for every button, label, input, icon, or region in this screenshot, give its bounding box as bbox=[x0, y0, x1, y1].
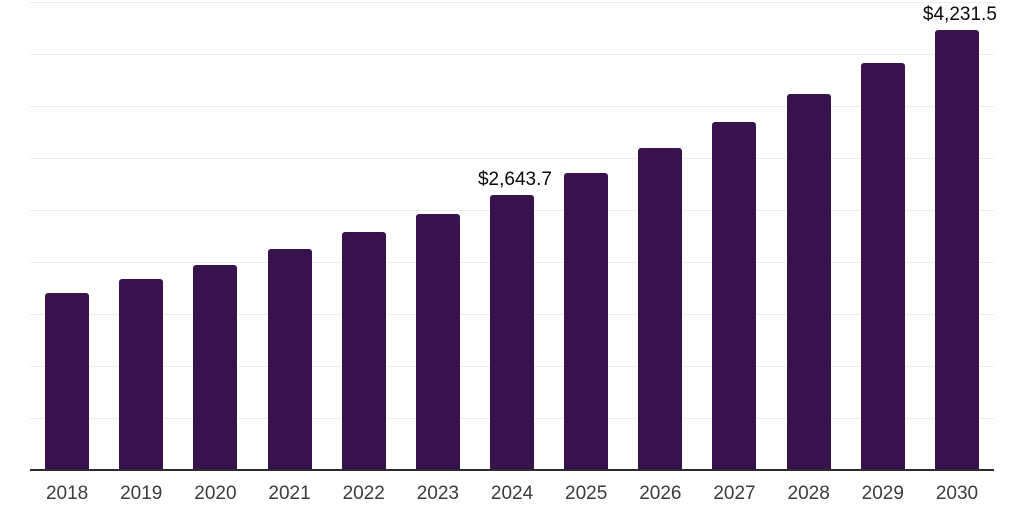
x-tick-label-2028: 2028 bbox=[787, 483, 830, 504]
gridline-4500 bbox=[30, 2, 994, 3]
bar-slot-2029 bbox=[846, 2, 920, 470]
x-tick-label-2029: 2029 bbox=[861, 483, 904, 504]
bar-slot-2027 bbox=[697, 2, 771, 470]
bar-2026 bbox=[638, 148, 683, 470]
bar-2022 bbox=[341, 232, 386, 470]
gridline-3000 bbox=[30, 158, 994, 159]
bar-slot-2024: $2,643.7 bbox=[475, 2, 552, 470]
gridline-3500 bbox=[30, 106, 994, 107]
bar-2019 bbox=[119, 279, 164, 470]
bar-2027 bbox=[712, 122, 757, 470]
bar-slot-2028 bbox=[772, 2, 846, 470]
x-tick-label-2020: 2020 bbox=[194, 483, 237, 504]
bar-2018 bbox=[45, 292, 90, 470]
value-label-2024: $2,643.7 bbox=[477, 169, 552, 191]
x-tick-label-2023: 2023 bbox=[416, 483, 459, 504]
bar-2023 bbox=[415, 214, 460, 470]
bar-2028 bbox=[786, 93, 831, 470]
x-tick-label-2022: 2022 bbox=[342, 483, 385, 504]
x-axis-line bbox=[30, 469, 994, 471]
bar-2030 bbox=[934, 29, 979, 470]
x-tick-label-2027: 2027 bbox=[713, 483, 756, 504]
bar-2024 bbox=[490, 195, 535, 470]
bar-slot-2019 bbox=[104, 2, 178, 470]
x-tick-label-2018: 2018 bbox=[45, 483, 89, 504]
bar-slot-2018 bbox=[30, 2, 104, 470]
bar-2025 bbox=[564, 172, 609, 470]
bars-container: $2,643.7 $4,231.5 bbox=[30, 2, 997, 470]
bar-slot-2030: $4,231.5 bbox=[920, 2, 997, 470]
bar-2029 bbox=[860, 63, 905, 470]
bar-slot-2023 bbox=[401, 2, 475, 470]
bar-2021 bbox=[267, 249, 312, 470]
x-tick-label-2030: 2030 bbox=[935, 483, 979, 504]
value-label-2030: $4,231.5 bbox=[922, 3, 997, 25]
x-axis-labels: 2018 2019 2020 2021 2022 2023 2024 2025 2026 2027… bbox=[30, 484, 994, 503]
bar-slot-2021 bbox=[252, 2, 326, 470]
bar-slot-2022 bbox=[327, 2, 401, 470]
gridline-4000 bbox=[30, 54, 994, 55]
bar-slot-2026 bbox=[623, 2, 697, 470]
bar-2020 bbox=[193, 264, 238, 470]
x-tick-label-2021: 2021 bbox=[268, 483, 311, 504]
x-tick-label-2019: 2019 bbox=[120, 483, 163, 504]
x-tick-label-2025: 2025 bbox=[565, 483, 608, 504]
x-tick-label-2026: 2026 bbox=[639, 483, 682, 504]
x-tick-label-2024: 2024 bbox=[490, 483, 534, 504]
bar-slot-2020 bbox=[178, 2, 252, 470]
bar-slot-2025 bbox=[549, 2, 623, 470]
plot-area: $2,643.7 $4,231.5 bbox=[30, 2, 997, 471]
